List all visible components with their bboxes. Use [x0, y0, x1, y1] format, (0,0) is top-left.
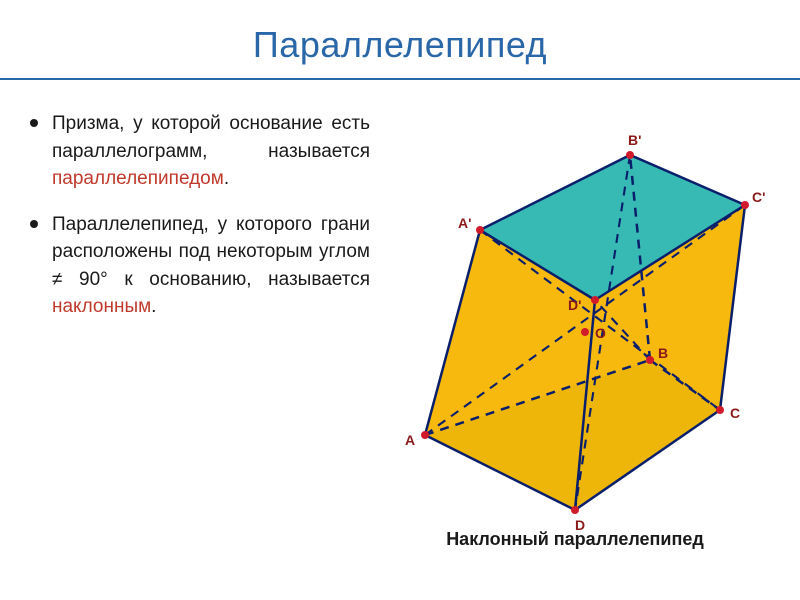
svg-text:O: O: [595, 325, 606, 341]
text-column: Призма, у которой основание есть паралле…: [30, 110, 380, 590]
bullet-item: Параллелепипед, у которого грани располо…: [30, 211, 370, 321]
svg-text:A: A: [405, 432, 415, 448]
title-bar: Параллелепипед: [0, 0, 800, 90]
diagram-caption: Наклонный параллелепипед: [380, 529, 770, 550]
page-title: Параллелепипед: [253, 24, 547, 66]
title-underline: [0, 78, 800, 80]
svg-text:D': D': [568, 297, 581, 313]
bullet-text: Призма, у которой основание есть паралле…: [52, 110, 370, 193]
bullet-dot-icon: [30, 119, 38, 127]
bullet-text: Параллелепипед, у которого грани располо…: [52, 211, 370, 321]
diagram-column: ABCDA'B'C'D'O Наклонный параллелепипед: [380, 110, 770, 590]
parallelepiped-diagram: ABCDA'B'C'D'O: [380, 110, 780, 550]
svg-text:B': B': [628, 132, 641, 148]
svg-text:A': A': [458, 215, 471, 231]
svg-text:C': C': [752, 189, 765, 205]
bullet-dot-icon: [30, 220, 38, 228]
accent-word: параллелепипедом: [52, 168, 224, 189]
svg-text:C: C: [730, 405, 740, 421]
bullet-item: Призма, у которой основание есть паралле…: [30, 110, 370, 193]
accent-word: наклонным: [52, 296, 151, 317]
svg-text:B: B: [658, 345, 668, 361]
content-row: Призма, у которой основание есть паралле…: [0, 90, 800, 590]
